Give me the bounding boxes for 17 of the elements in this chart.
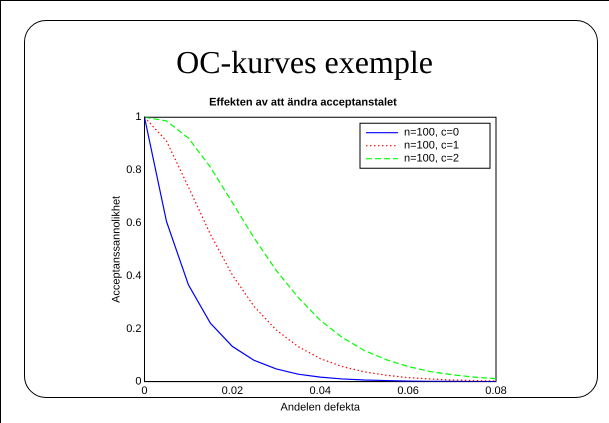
y-tick-label: 0.4: [126, 270, 142, 282]
y-tick-label: 0.6: [126, 216, 142, 229]
legend-label: n=100, c=1: [404, 140, 460, 152]
x-tick-label: 0.04: [310, 385, 331, 398]
x-tick-label: 0.06: [397, 385, 419, 398]
y-tick-label: 1: [135, 111, 142, 124]
y-tick-label: 0.8: [126, 164, 142, 176]
x-tick-label: 0.02: [222, 385, 244, 398]
x-axis-title: Andelen defekta: [280, 401, 361, 414]
chart-subtitle: Effekten av att ändra acceptanstalet: [209, 96, 398, 109]
y-axis-title: Acceptanssannolikhet: [110, 196, 123, 303]
chart-title: OC-kurves exemple: [175, 44, 434, 81]
y-tick-label: 0: [135, 376, 142, 388]
y-tick-label: 0.2: [126, 322, 142, 335]
legend-label: n=100, c=2: [404, 152, 460, 165]
x-tick-label: 0.08: [485, 385, 507, 398]
legend-label: n=100, c=0: [404, 126, 460, 139]
